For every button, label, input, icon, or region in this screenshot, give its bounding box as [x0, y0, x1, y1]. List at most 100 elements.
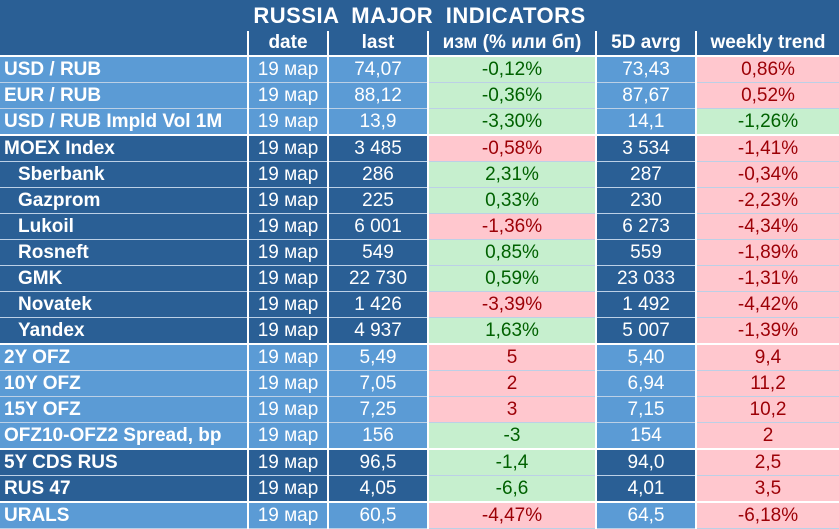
row-name: MOEX Index: [0, 135, 249, 162]
row-5d-avg: 6,94: [596, 370, 697, 397]
row-5d-avg: 1 492: [596, 291, 697, 318]
table-row: 5Y CDS RUS 19 мар 96,5 -1,4 94,0 2,5: [0, 449, 839, 476]
row-date: 19 мар: [248, 161, 329, 188]
row-weekly-trend: -0,34%: [696, 161, 839, 188]
row-weekly-trend: 2: [696, 422, 839, 450]
row-5d-avg: 64,5: [596, 502, 697, 529]
row-weekly-trend: -2,23%: [696, 187, 839, 214]
row-5d-avg: 7,15: [596, 396, 697, 423]
row-last: 4 937: [328, 317, 429, 345]
table-row: Rosneft 19 мар 549 0,85% 559 -1,89%: [0, 239, 839, 266]
row-last: 60,5: [328, 502, 429, 529]
row-change: 0,33%: [428, 187, 597, 214]
row-change: -6,6: [428, 475, 597, 503]
row-last: 74,07: [328, 56, 429, 83]
row-change: -3: [428, 422, 597, 450]
table-row: 2Y OFZ 19 мар 5,49 5 5,40 9,4: [0, 344, 839, 371]
row-5d-avg: 154: [596, 422, 697, 450]
table-row: GMK 19 мар 22 730 0,59% 23 033 -1,31%: [0, 265, 839, 292]
row-5d-avg: 3 534: [596, 135, 697, 162]
row-5d-avg: 14,1: [596, 108, 697, 136]
row-5d-avg: 559: [596, 239, 697, 266]
row-name: Gazprom: [0, 187, 249, 214]
row-last: 1 426: [328, 291, 429, 318]
table-row: Sberbank 19 мар 286 2,31% 287 -0,34%: [0, 161, 839, 188]
row-date: 19 мар: [248, 108, 329, 136]
row-change: -1,36%: [428, 213, 597, 240]
row-weekly-trend: -1,89%: [696, 239, 839, 266]
row-date: 19 мар: [248, 396, 329, 423]
row-last: 4,05: [328, 475, 429, 503]
row-last: 96,5: [328, 449, 429, 476]
row-5d-avg: 87,67: [596, 82, 697, 109]
row-name: 5Y CDS RUS: [0, 449, 249, 476]
row-weekly-trend: -1,26%: [696, 108, 839, 136]
indicators-table: date last изм (% или бп) 5D avrg weekly …: [0, 31, 839, 529]
row-weekly-trend: 2,5: [696, 449, 839, 476]
row-5d-avg: 5,40: [596, 344, 697, 371]
row-last: 286: [328, 161, 429, 188]
row-date: 19 мар: [248, 344, 329, 371]
row-name: Rosneft: [0, 239, 249, 266]
row-name: Lukoil: [0, 213, 249, 240]
row-last: 225: [328, 187, 429, 214]
row-5d-avg: 73,43: [596, 56, 697, 83]
table-body: USD / RUB 19 мар 74,07 -0,12% 73,43 0,86% EUR …: [0, 56, 839, 529]
row-change: -4,47%: [428, 502, 597, 529]
table-row: RUS 47 19 мар 4,05 -6,6 4,01 3,5: [0, 475, 839, 503]
row-weekly-trend: -1,31%: [696, 265, 839, 292]
row-last: 549: [328, 239, 429, 266]
row-last: 7,05: [328, 370, 429, 397]
row-date: 19 мар: [248, 239, 329, 266]
table-row: URALS 19 мар 60,5 -4,47% 64,5 -6,18%: [0, 502, 839, 529]
row-name: 10Y OFZ: [0, 370, 249, 397]
row-date: 19 мар: [248, 56, 329, 83]
row-5d-avg: 287: [596, 161, 697, 188]
row-date: 19 мар: [248, 291, 329, 318]
table-row: USD / RUB 19 мар 74,07 -0,12% 73,43 0,86%: [0, 56, 839, 83]
row-5d-avg: 4,01: [596, 475, 697, 503]
row-weekly-trend: -4,42%: [696, 291, 839, 318]
row-name: Novatek: [0, 291, 249, 318]
table-row: Yandex 19 мар 4 937 1,63% 5 007 -1,39%: [0, 317, 839, 345]
header-date: date: [248, 31, 329, 57]
row-change: -3,39%: [428, 291, 597, 318]
row-change: 2,31%: [428, 161, 597, 188]
row-last: 6 001: [328, 213, 429, 240]
row-change: 3: [428, 396, 597, 423]
row-change: -0,12%: [428, 56, 597, 83]
table-row: EUR / RUB 19 мар 88,12 -0,36% 87,67 0,52%: [0, 82, 839, 109]
row-name: OFZ10-OFZ2 Spread, bp: [0, 422, 249, 450]
row-change: 5: [428, 344, 597, 371]
table-row: MOEX Index 19 мар 3 485 -0,58% 3 534 -1,41%: [0, 135, 839, 162]
row-weekly-trend: -1,41%: [696, 135, 839, 162]
row-weekly-trend: -6,18%: [696, 502, 839, 529]
row-date: 19 мар: [248, 502, 329, 529]
header-5d-avg: 5D avrg: [596, 31, 697, 57]
row-name: Sberbank: [0, 161, 249, 188]
row-change: -0,36%: [428, 82, 597, 109]
header-last: last: [328, 31, 429, 57]
row-date: 19 мар: [248, 213, 329, 240]
row-date: 19 мар: [248, 370, 329, 397]
table-row: Gazprom 19 мар 225 0,33% 230 -2,23%: [0, 187, 839, 214]
row-5d-avg: 230: [596, 187, 697, 214]
row-last: 88,12: [328, 82, 429, 109]
row-weekly-trend: 9,4: [696, 344, 839, 371]
row-change: -0,58%: [428, 135, 597, 162]
row-date: 19 мар: [248, 187, 329, 214]
row-name: Yandex: [0, 317, 249, 345]
row-date: 19 мар: [248, 422, 329, 450]
row-last: 3 485: [328, 135, 429, 162]
row-last: 156: [328, 422, 429, 450]
page-title: RUSSIA MAJOR INDICATORS: [0, 0, 839, 31]
header-change: изм (% или бп): [428, 31, 597, 57]
row-change: 2: [428, 370, 597, 397]
row-name: 15Y OFZ: [0, 396, 249, 423]
header-name: [0, 31, 249, 57]
table-row: 15Y OFZ 19 мар 7,25 3 7,15 10,2: [0, 396, 839, 423]
row-weekly-trend: -1,39%: [696, 317, 839, 345]
table-row: 10Y OFZ 19 мар 7,05 2 6,94 11,2: [0, 370, 839, 397]
row-name: URALS: [0, 502, 249, 529]
